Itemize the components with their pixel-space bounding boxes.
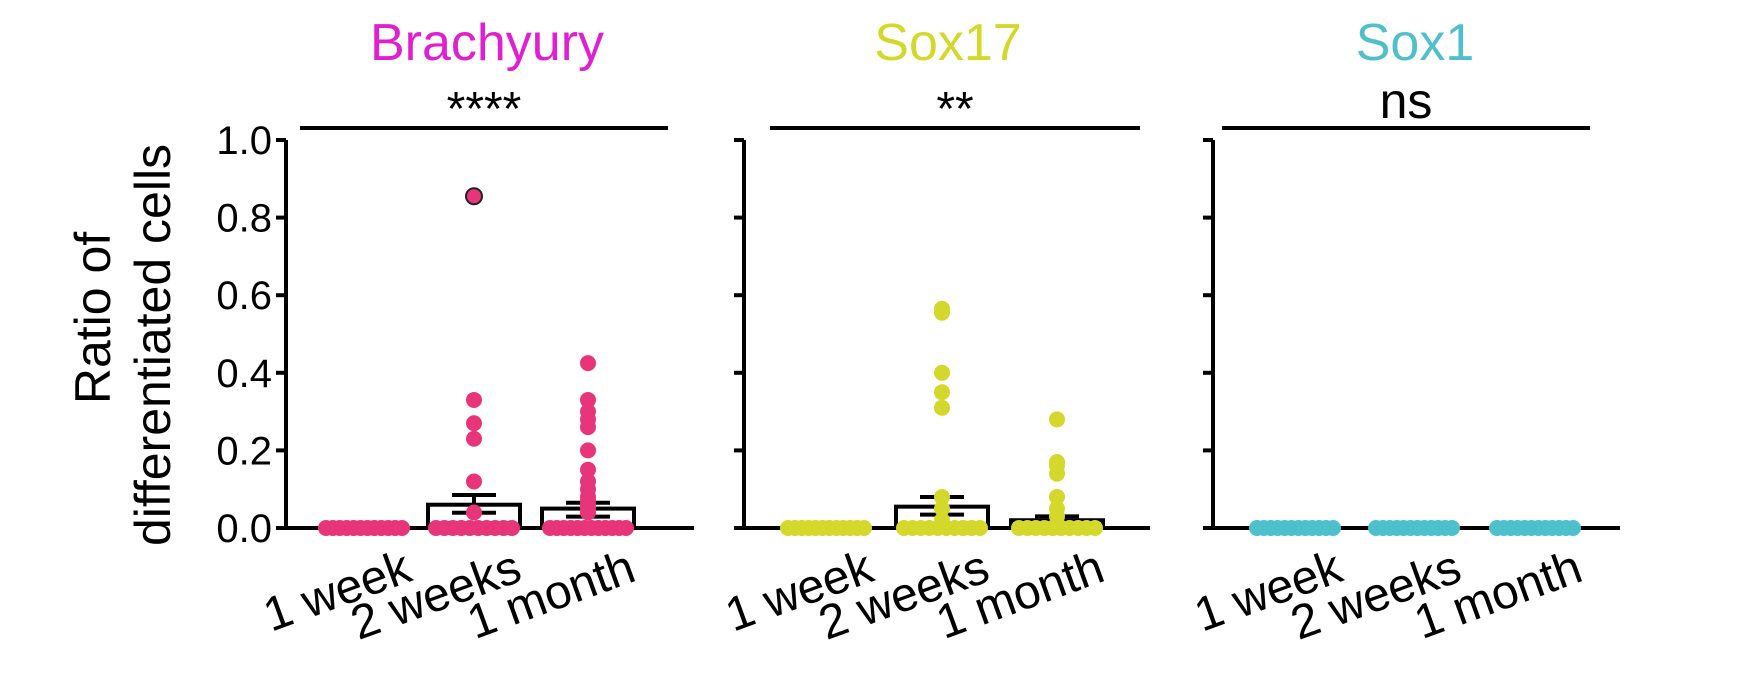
y-tick-label: 0.4 (216, 352, 272, 396)
data-point (934, 500, 950, 517)
data-point (1049, 500, 1065, 517)
y-tick-label: 0.6 (216, 274, 272, 318)
data-point (856, 520, 872, 536)
data-point (1087, 520, 1103, 536)
data-point (580, 355, 596, 372)
data-point (466, 504, 482, 521)
data-point (580, 391, 596, 408)
data-point (934, 399, 950, 416)
data-point (1565, 520, 1581, 536)
data-point (466, 473, 482, 490)
data-point (466, 391, 482, 408)
data-point (580, 403, 596, 420)
significance-label: ns (1380, 73, 1433, 129)
y-axis-label-line1: Ratio of (65, 232, 121, 404)
data-point (1049, 411, 1065, 428)
significance-label: ** (936, 83, 973, 136)
panel-title: Sox17 (874, 14, 1021, 72)
data-point (394, 520, 410, 536)
y-tick-label: 0.2 (216, 429, 272, 473)
data-point (1325, 520, 1341, 536)
data-point (618, 520, 634, 536)
y-axis-label-line2: differentiated cells (125, 144, 181, 546)
data-point (934, 384, 950, 401)
y-tick-label: 0.0 (216, 507, 272, 551)
data-point (580, 461, 596, 478)
data-point (972, 520, 988, 536)
significance-label: **** (447, 83, 522, 136)
data-point (580, 442, 596, 459)
panel-title: Brachyury (370, 14, 604, 72)
data-point (1049, 488, 1065, 505)
data-point (934, 512, 950, 529)
data-point (1444, 520, 1460, 536)
y-tick-label: 1.0 (216, 119, 272, 163)
data-point (504, 520, 520, 536)
data-point (934, 488, 950, 505)
panel-title: Sox1 (1356, 14, 1475, 72)
data-point (580, 473, 596, 490)
y-tick-label: 0.8 (216, 197, 272, 241)
data-point (1049, 454, 1065, 471)
data-point (465, 187, 483, 206)
data-point (934, 364, 950, 381)
data-point (466, 430, 482, 447)
data-point (466, 415, 482, 432)
data-point (934, 300, 950, 317)
